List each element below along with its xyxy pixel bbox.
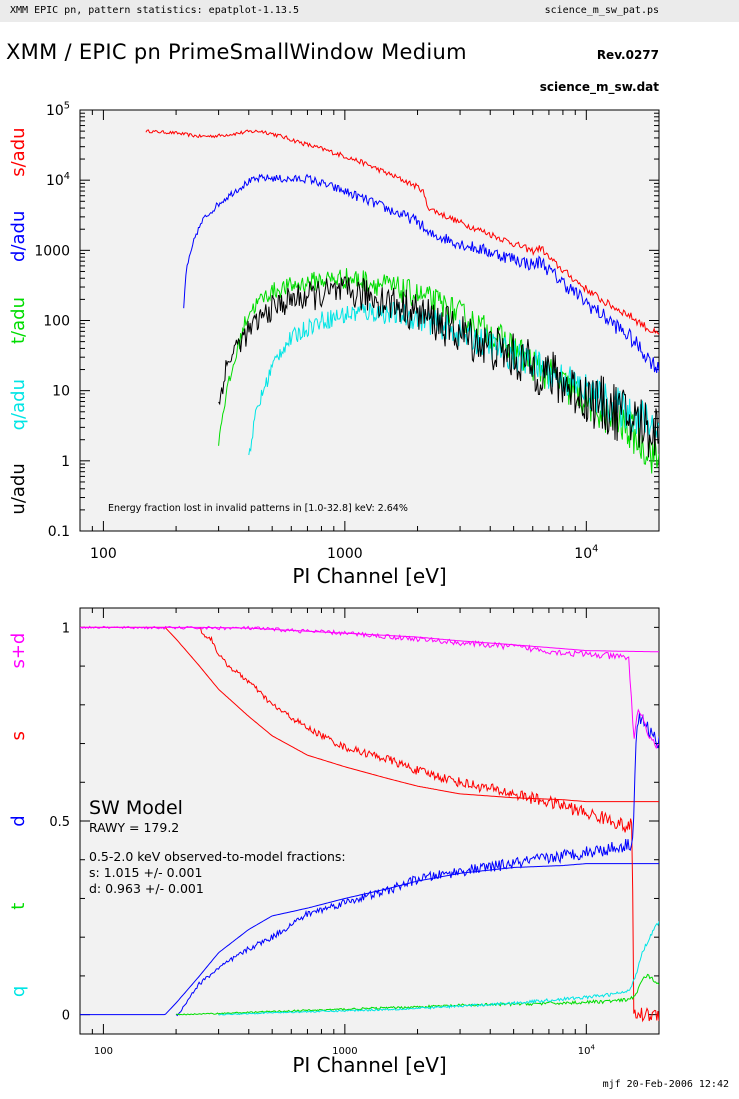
y-tick-label: 105 [46, 101, 70, 119]
y-axis-label-sadu: s/adu [8, 127, 29, 176]
y-tick-label: 1 [61, 454, 70, 470]
plot-area-1 [145, 129, 659, 474]
fraction-line-d: d: 0.963 +/- 0.001 [89, 881, 204, 896]
x-axis-label: PI Channel [eV] [292, 564, 446, 588]
series-line-q [218, 921, 659, 1016]
series-line-s-d [80, 625, 659, 750]
series-line-t [176, 973, 659, 1016]
series-line-s [145, 129, 659, 335]
y-tick-label: 10 [52, 384, 70, 400]
footer-timestamp: mjf 20-Feb-2006 12:42 [602, 1079, 729, 1090]
y-tick-label: 1 [62, 621, 70, 636]
y-axis-label-d: d [8, 815, 29, 826]
y-axis-label-qadu: q/adu [8, 379, 29, 430]
y-axis-label-tadu: t/adu [8, 297, 29, 344]
x-tick-label: 104 [578, 1044, 596, 1058]
y-axis-label-uadu: u/adu [8, 463, 29, 514]
header-right-text: science_m_sw_pat.ps [544, 5, 659, 16]
y-axis-label-dadu: d/adu [8, 211, 29, 262]
fraction-line-s: s: 1.015 +/- 0.001 [89, 865, 202, 880]
y-tick-label: 104 [46, 171, 70, 189]
page-title: XMM / EPIC pn PrimeSmallWindow Medium [6, 40, 467, 64]
model-rawy: RAWY = 179.2 [89, 820, 179, 835]
series-line-d [183, 173, 659, 373]
y-axis-label-t: t [8, 903, 29, 910]
x-tick-label: 1000 [327, 546, 363, 562]
y-tick-label: 1000 [34, 243, 70, 259]
series-line-d [175, 712, 659, 1017]
y-axis-label-q: q [8, 986, 29, 997]
header-left-text: XMM EPIC pn, pattern statistics: epatplo… [10, 5, 299, 16]
x-axis-label: PI Channel [eV] [292, 1053, 446, 1077]
y-tick-label: 100 [43, 314, 70, 330]
series-line-u [218, 276, 659, 458]
data-file-label: science_m_sw.dat [539, 80, 659, 94]
y-tick-label: 0.5 [49, 815, 70, 830]
y-tick-label: 0.1 [48, 524, 70, 540]
revision-label: Rev.0277 [596, 48, 659, 62]
plot-frame-1 [79, 109, 660, 532]
header-bar: XMM EPIC pn, pattern statistics: epatplo… [0, 0, 739, 22]
y-axis-label-s: s [8, 731, 29, 740]
x-tick-label: 100 [94, 1046, 113, 1057]
x-tick-label: 104 [574, 544, 598, 562]
series-line-s [199, 627, 659, 1023]
plot-area-2 [80, 625, 659, 1023]
x-tick-label: 100 [90, 546, 117, 562]
model-line-s-model [80, 626, 659, 803]
fractions-header: 0.5-2.0 keV observed-to-model fractions: [89, 849, 346, 864]
energy-fraction-annotation: Energy fraction lost in invalid patterns… [108, 503, 408, 514]
x-tick-label: 1000 [332, 1046, 357, 1057]
model-title: SW Model [89, 797, 183, 819]
y-tick-label: 0 [62, 1009, 70, 1024]
y-axis-label-s+d: s+d [8, 633, 29, 669]
plot-frame-2 [79, 607, 660, 1035]
